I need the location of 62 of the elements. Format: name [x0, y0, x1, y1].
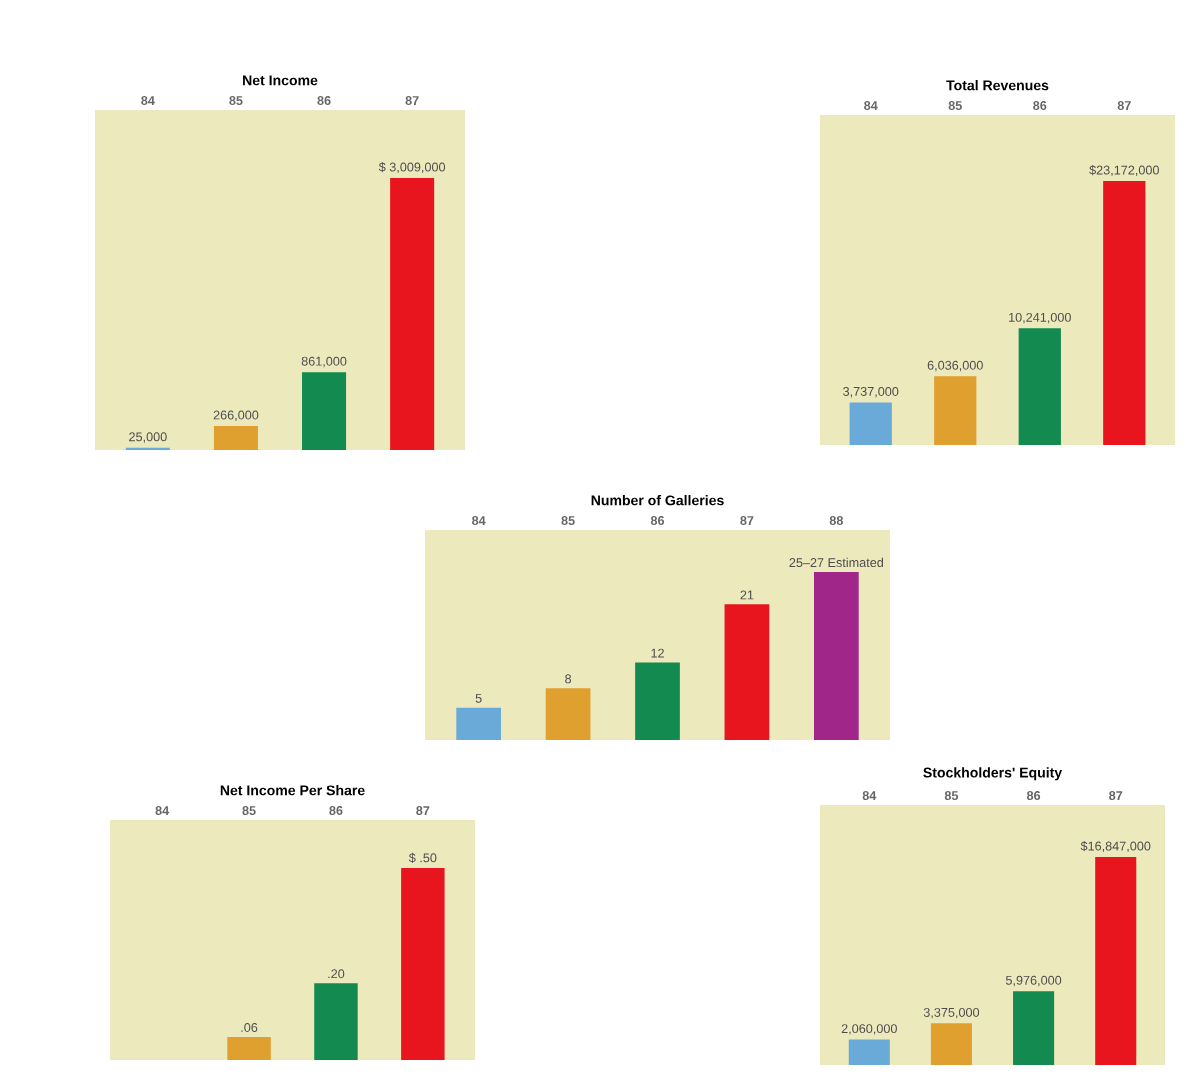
bar	[848, 1039, 890, 1065]
bar	[302, 372, 347, 450]
bar	[1103, 180, 1146, 445]
chart-title: Net Income Per Share	[220, 785, 365, 796]
x-tick-label: 86	[650, 516, 665, 526]
x-tick-label: 85	[944, 791, 959, 801]
bar	[934, 376, 977, 445]
data-label: 266,000	[213, 410, 259, 421]
bar	[1095, 856, 1137, 1065]
data-label: 12	[651, 648, 664, 658]
x-tick-label: 85	[561, 516, 575, 526]
x-tick-label: 87	[1109, 791, 1123, 801]
data-label: 2,060,000	[841, 1024, 897, 1035]
bar	[724, 604, 770, 740]
data-label: $ .50	[408, 852, 437, 864]
x-tick-label: 86	[1026, 791, 1041, 801]
x-tick-label: 87	[1117, 101, 1131, 111]
x-tick-label: 84	[864, 101, 878, 111]
x-tick-label: 84	[862, 791, 877, 801]
x-tick-label: 84	[141, 96, 155, 106]
data-label: .06	[241, 1023, 258, 1032]
data-label: 3,737,000	[843, 386, 899, 398]
chart-title: Number of Galleries	[591, 495, 724, 506]
x-tick-label: 85	[242, 806, 256, 816]
x-tick-label: 86	[1033, 101, 1047, 111]
x-tick-label: 88	[829, 516, 844, 526]
x-tick-label: 86	[329, 806, 343, 816]
data-label: 5,976,000	[1005, 975, 1062, 987]
bar	[545, 688, 591, 740]
bar	[930, 1023, 972, 1065]
data-label: $23,172,000	[1089, 165, 1159, 177]
data-label: $ 3,009,000	[378, 162, 446, 174]
data-label: 25–27 Estimated	[789, 557, 883, 568]
data-label: 21	[740, 590, 754, 600]
x-tick-label: 85	[948, 101, 962, 111]
data-label: $16,847,000	[1080, 841, 1151, 853]
data-label: 10,241,000	[1009, 312, 1071, 324]
bar	[814, 571, 859, 740]
chart-title: Stockholders' Equity	[923, 767, 1063, 781]
bar	[456, 707, 502, 740]
chart-title: Total Revenues	[946, 80, 1049, 91]
x-tick-label: 87	[740, 516, 754, 526]
data-label: 6,036,000	[927, 360, 983, 372]
bar	[1013, 991, 1055, 1065]
x-tick-label: 86	[317, 96, 331, 106]
x-tick-label: 84	[155, 806, 170, 816]
data-label: .20	[328, 969, 345, 979]
data-label: 861,000	[301, 356, 347, 368]
data-label: 25,000	[129, 432, 167, 443]
bar	[849, 402, 892, 445]
data-label: 5	[475, 693, 482, 703]
chart-title: Net Income	[243, 75, 318, 86]
bar	[635, 662, 680, 740]
x-tick-label: 84	[472, 516, 486, 526]
bar	[390, 177, 435, 450]
x-tick-label: 85	[229, 96, 243, 106]
data-label: 8	[565, 674, 572, 684]
x-tick-label: 87	[405, 96, 419, 106]
bar	[1018, 328, 1061, 445]
data-label: 3,375,000	[923, 1007, 980, 1019]
x-tick-label: 87	[416, 806, 430, 816]
bar	[213, 425, 258, 450]
